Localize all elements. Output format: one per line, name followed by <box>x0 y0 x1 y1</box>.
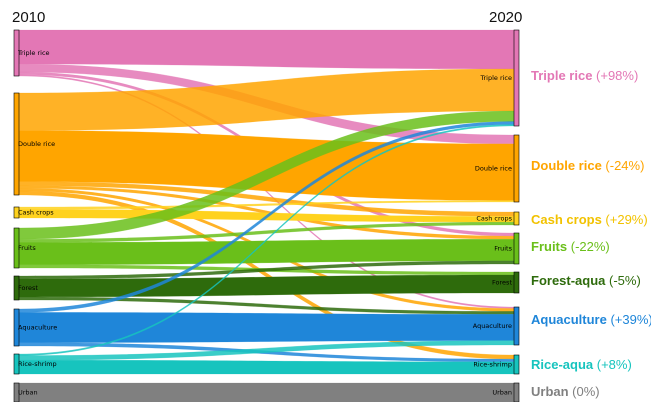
summary-rice-shrimp: Rice-aqua (+8%) <box>531 357 632 372</box>
left-node-rice-shrimp <box>13 353 20 375</box>
right-node-label-rice-shrimp: Rice-shrimp <box>473 361 512 369</box>
summary-change-double-rice: (-24%) <box>601 158 645 173</box>
right-node-label-aquaculture: Aquaculture <box>473 322 512 330</box>
summary-forest: Forest-aqua (-5%) <box>531 273 641 288</box>
left-node-label-rice-shrimp: Rice-shrimp <box>18 360 57 368</box>
summary-change-rice-shrimp: (+8%) <box>593 357 632 372</box>
left-node-label-aquaculture: Aquaculture <box>18 324 57 332</box>
summary-change-forest: (-5%) <box>605 273 641 288</box>
flow-cash-crops-to-double-rice <box>18 200 515 210</box>
category-nodes: Triple rice Triple rice Double rice Double … <box>13 29 520 402</box>
flow-links <box>18 29 515 402</box>
right-node-urban <box>513 382 520 402</box>
left-node-triple-rice <box>13 29 20 77</box>
right-node-double-rice <box>513 134 520 203</box>
summary-name-forest: Forest-aqua <box>531 273 606 288</box>
year-2010-label: 2010 <box>12 9 46 26</box>
right-node-rice-shrimp <box>513 354 520 375</box>
flow-aquaculture-to-aquaculture <box>18 312 515 343</box>
right-node-cash-crops <box>513 211 520 226</box>
left-node-cash-crops <box>13 206 20 219</box>
right-node-label-double-rice: Double rice <box>475 165 512 173</box>
right-node-aquaculture <box>513 306 520 346</box>
left-node-label-triple-rice: Triple rice <box>17 49 50 57</box>
flow-rice-shrimp-to-rice-shrimp <box>18 359 515 375</box>
left-node-label-urban: Urban <box>18 389 38 397</box>
summary-name-fruits: Fruits <box>531 239 568 254</box>
summary-urban: Urban (0%) <box>531 384 600 399</box>
left-node-fruits <box>13 227 20 269</box>
flow-urban-to-urban <box>18 382 515 402</box>
summary-name-double-rice: Double rice <box>531 158 602 173</box>
summary-change-triple-rice: (+98%) <box>592 68 639 83</box>
flow-triple-rice-to-triple-rice <box>18 29 515 70</box>
right-node-triple-rice <box>513 29 520 127</box>
left-node-label-cash-crops: Cash crops <box>18 209 54 217</box>
left-node-double-rice <box>13 92 20 196</box>
summary-double-rice: Double rice (-24%) <box>531 158 644 173</box>
summary-fruits: Fruits (-22%) <box>531 239 610 254</box>
summary-triple-rice: Triple rice (+98%) <box>531 68 638 83</box>
summary-name-cash-crops: Cash crops <box>531 212 602 227</box>
left-node-urban <box>13 382 20 402</box>
left-node-forest <box>13 275 20 301</box>
summary-name-triple-rice: Triple rice <box>531 68 593 83</box>
year-2020-label: 2020 <box>489 9 523 26</box>
right-node-fruits <box>513 232 520 265</box>
right-node-label-cash-crops: Cash crops <box>476 215 512 223</box>
summary-name-rice-shrimp: Rice-aqua <box>531 357 594 372</box>
flow-fruits-to-fruits <box>18 238 515 266</box>
summary-name-aquaculture: Aquaculture <box>531 312 607 327</box>
right-node-label-triple-rice: Triple rice <box>479 74 512 82</box>
summary-change-fruits: (-22%) <box>567 239 610 254</box>
left-node-label-forest: Forest <box>18 284 38 292</box>
summary-aquaculture: Aquaculture (+39%) <box>531 312 651 327</box>
summary-name-urban: Urban <box>531 384 569 399</box>
left-node-aquaculture <box>13 308 20 347</box>
summary-change-cash-crops: (+29%) <box>601 212 648 227</box>
right-node-label-forest: Forest <box>492 279 512 287</box>
left-node-label-fruits: Fruits <box>18 244 36 252</box>
right-node-forest <box>513 271 520 294</box>
right-node-label-urban: Urban <box>492 389 512 397</box>
left-node-label-double-rice: Double rice <box>18 140 55 148</box>
summary-cash-crops: Cash crops (+29%) <box>531 212 648 227</box>
summary-change-aquaculture: (+39%) <box>606 312 651 327</box>
right-node-label-fruits: Fruits <box>494 245 512 253</box>
summary-change-urban: (0%) <box>568 384 600 399</box>
